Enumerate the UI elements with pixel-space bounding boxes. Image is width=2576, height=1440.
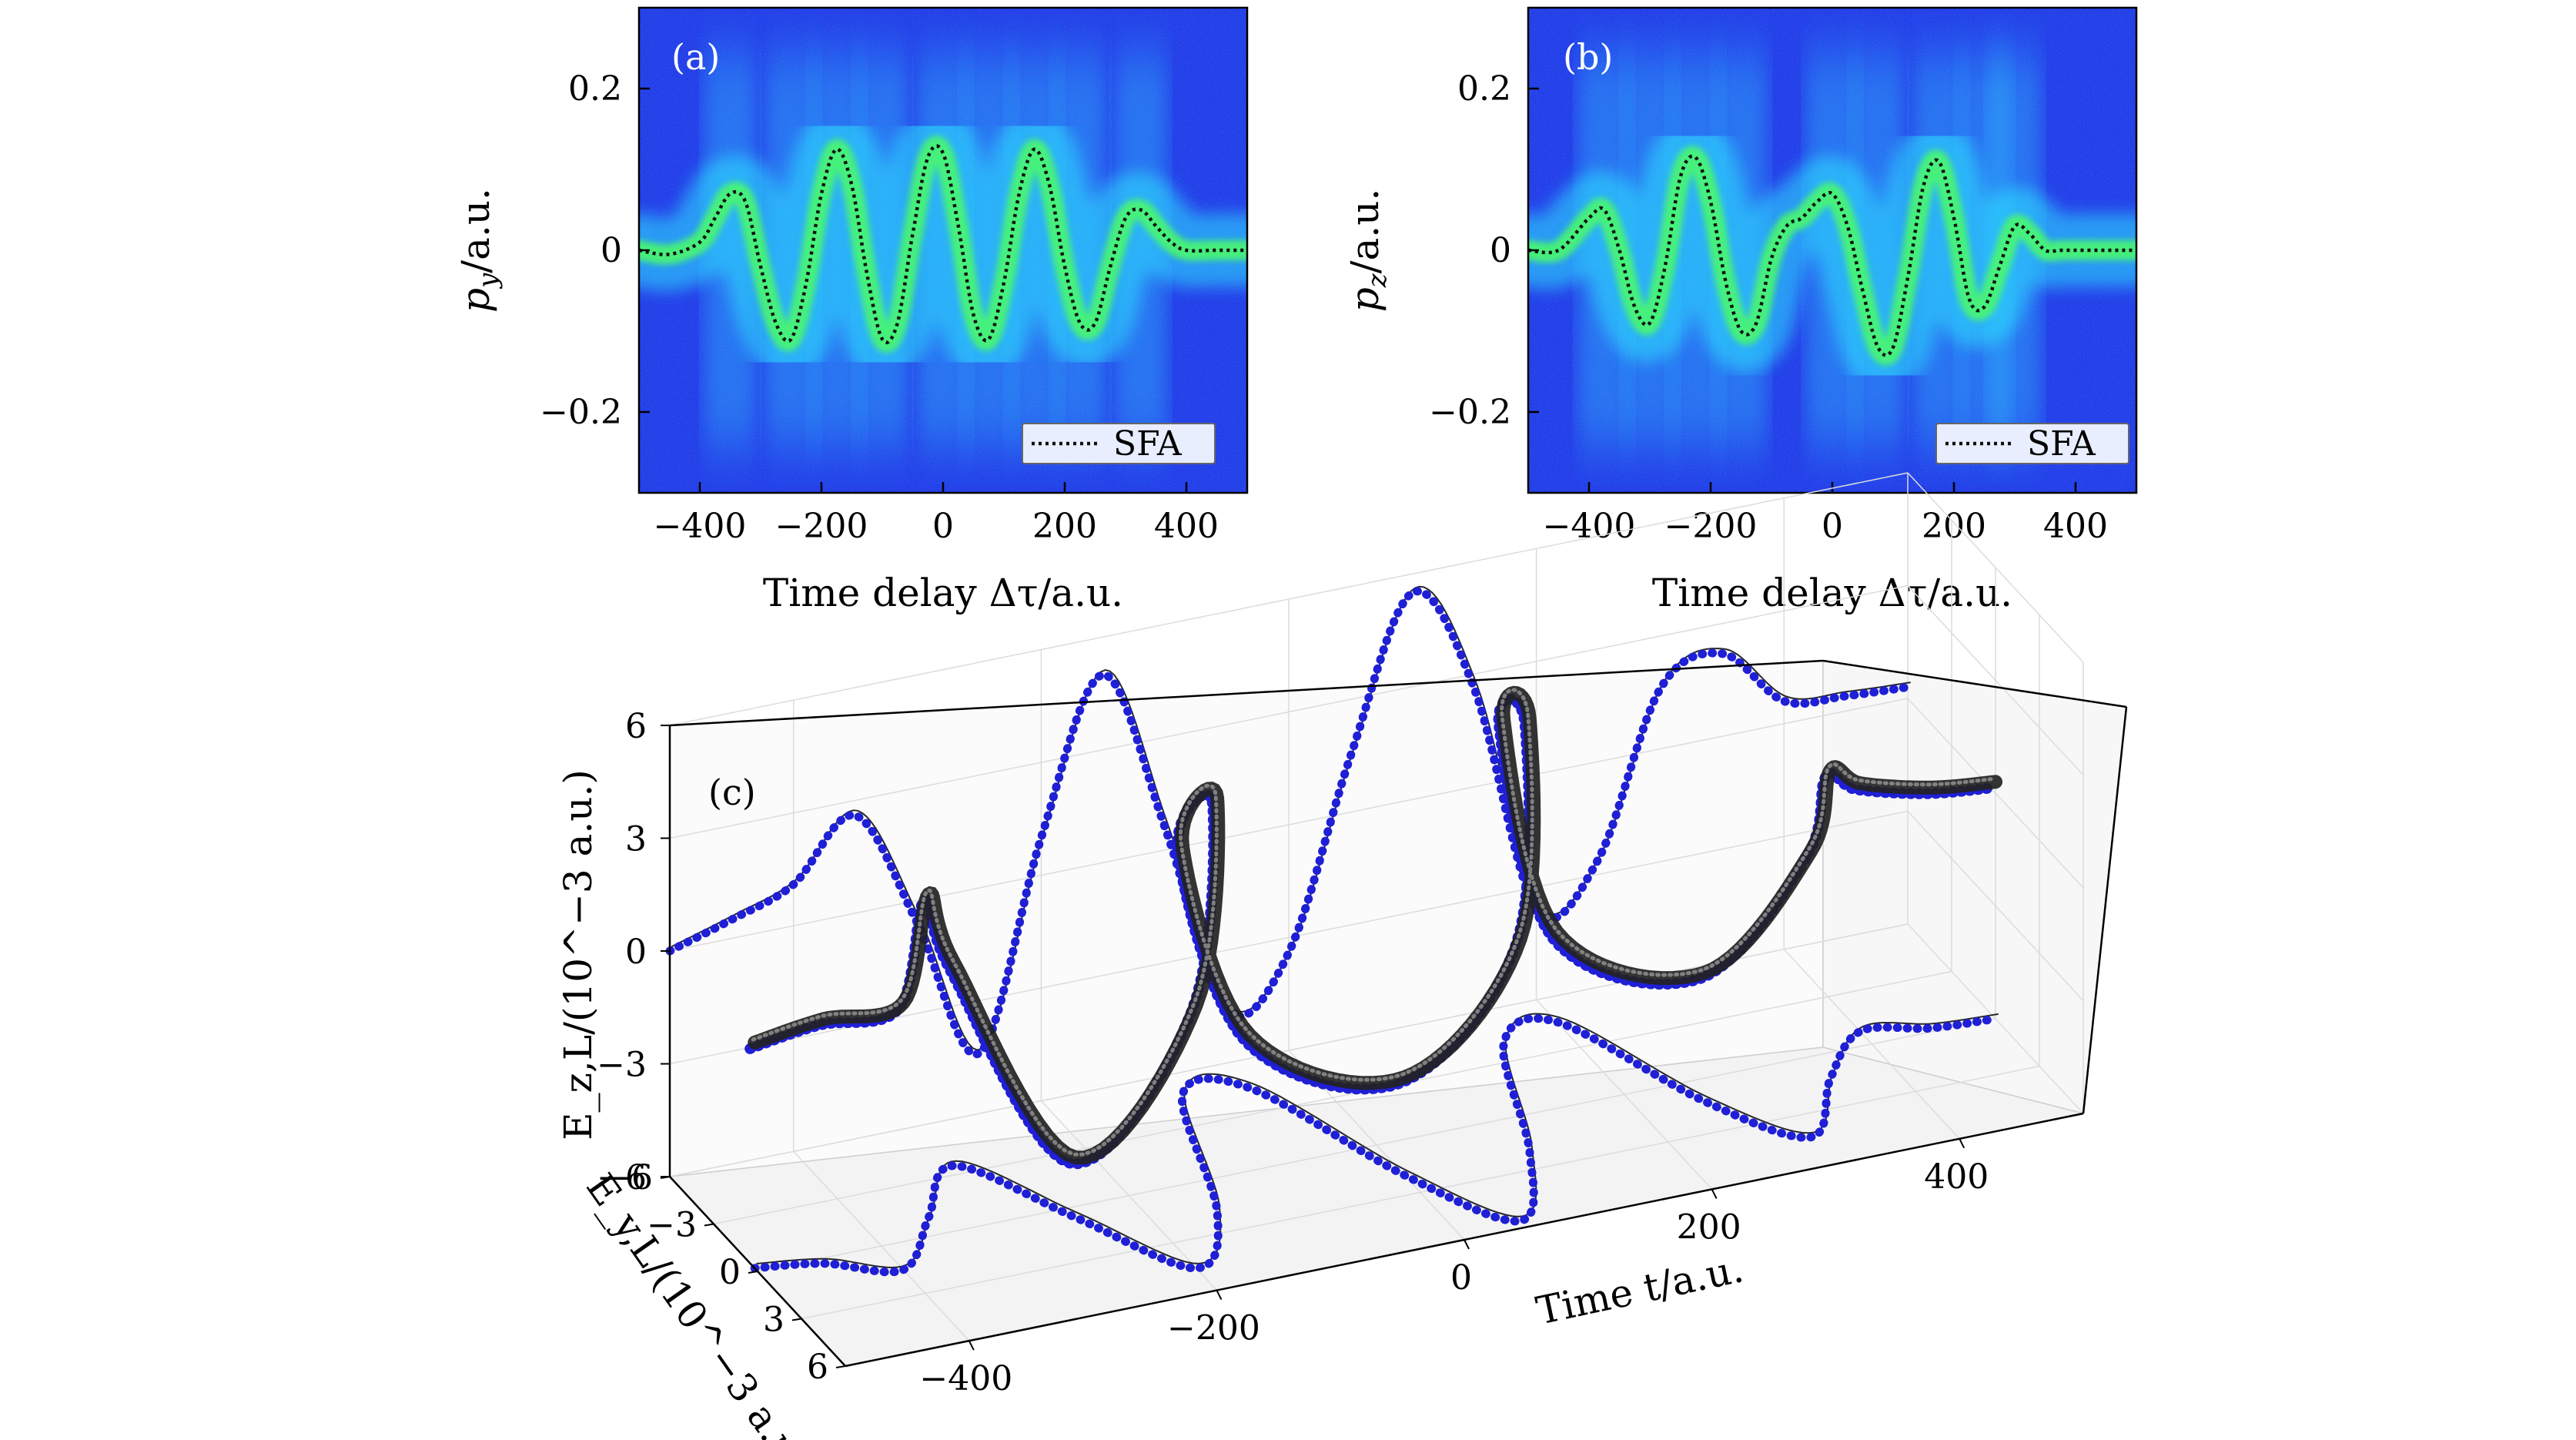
y-axis-label-suffix: /a.u. (1343, 189, 1387, 274)
y-axis-label-suffix: /a.u. (453, 188, 498, 273)
grid-line (669, 584, 1909, 839)
y-tick-label: 3 (763, 1301, 785, 1340)
projection-back-reconstructed (665, 587, 1912, 1060)
grid-line (757, 1018, 1996, 1272)
trajectories-3d (665, 585, 2002, 1277)
x-tick-label: 200 (1032, 507, 1097, 546)
z-axis-label: E_z,L/(10^−3 a.u.) (556, 769, 601, 1140)
y-tick-label: 0.2 (568, 69, 622, 109)
x-tick (968, 1340, 975, 1351)
y-tick-label: −0.2 (540, 393, 622, 432)
x-tick-label: 0 (932, 507, 954, 546)
y-axis-label-sub: y (473, 273, 503, 290)
panel-label: (b) (1563, 36, 1613, 78)
x-tick-label: 400 (2043, 507, 2108, 546)
grid-line (713, 970, 1952, 1225)
panel-label: (a) (671, 36, 720, 78)
y-axis-label: pz/a.u. (1343, 189, 1393, 313)
z-tick-label: 0 (625, 933, 647, 972)
sfa-curve (1528, 154, 2136, 357)
y-tick (791, 1318, 802, 1321)
axis-line (2082, 706, 2128, 1114)
x-tick-label: −400 (919, 1359, 1012, 1398)
x-tick (1464, 1239, 1470, 1250)
grid-line (669, 923, 1909, 1177)
helix-reference-highlight (751, 688, 1996, 1157)
legend-entry-sfa: SFA (2027, 424, 2096, 464)
heatmap-noise (1528, 8, 2136, 493)
axis-line (1822, 659, 2127, 708)
panel-label: (c) (708, 772, 756, 813)
z-tick-label: −3 (597, 1046, 647, 1085)
projection-floor-reconstructed (750, 1013, 2000, 1277)
x-axis-label: Time t/a.u. (1532, 1246, 1747, 1333)
sfa-curve (639, 144, 1247, 345)
y-tick-label: 0 (601, 231, 622, 270)
legend-entry-sfa: SFA (1113, 424, 1183, 464)
x-tick-label: 200 (1922, 507, 1986, 546)
axis-line (669, 659, 1824, 727)
y-tick-label: −3 (647, 1206, 697, 1245)
z-tick-label: 3 (625, 820, 647, 859)
y-tick (748, 1271, 758, 1274)
x-tick-label: 400 (1154, 507, 1219, 546)
legend-box (1022, 423, 1216, 464)
axis-ticks: −400 −200 0 200 400 0.2 0 −0.2 (540, 69, 1219, 546)
y-axis-label-main: p (453, 288, 498, 313)
y-axis-label-main: p (1343, 287, 1387, 312)
x-tick-label: 0 (1822, 507, 1843, 546)
x-tick-label: 400 (1924, 1157, 1989, 1197)
y-tick (704, 1223, 714, 1227)
legend-box (1935, 423, 2129, 464)
y-tick-label: 0 (1490, 231, 1511, 270)
y-tick-label: 0.2 (1457, 69, 1511, 109)
heatmap-noise (639, 8, 1247, 493)
x-tick (1216, 1290, 1223, 1301)
y-axis-label: py/a.u. (453, 188, 503, 313)
y-axis-label-sub: z (1362, 273, 1393, 288)
z-tick-label: 6 (625, 707, 647, 746)
y-tick (660, 1176, 671, 1179)
x-tick-label: −400 (654, 507, 747, 546)
y-tick-label: −6 (603, 1158, 653, 1197)
x-axis-label: Time delay Δτ/a.u. (1652, 571, 2012, 615)
z-tick-label: −6 (597, 1158, 647, 1197)
x-tick-label: 0 (1450, 1258, 1472, 1298)
y-tick-label: 6 (807, 1348, 828, 1387)
x-tick-label: −200 (1167, 1309, 1260, 1348)
panel-a: −400 −200 0 200 400 0.2 0 −0.2 (a) SFA Time del… (453, 6, 1249, 615)
x-axis-label: Time delay Δτ/a.u. (763, 571, 1123, 615)
legend: SFA (1935, 423, 2129, 464)
x-tick-label: 200 (1677, 1207, 1741, 1247)
x-tick (1711, 1188, 1718, 1199)
x-tick (1959, 1138, 1965, 1149)
legend: SFA (1022, 423, 1216, 464)
x-tick-label: −400 (1543, 507, 1636, 546)
grid-line (669, 698, 1909, 952)
side-pane (1822, 660, 2127, 1114)
grid-line (801, 1065, 2040, 1320)
x-tick-label: −200 (775, 507, 868, 546)
x-axis-label-text: Time t/a.u. (1532, 1246, 1747, 1333)
grid-line (669, 472, 1909, 726)
y-tick-label: 0 (719, 1253, 741, 1292)
y-tick (835, 1365, 846, 1368)
y-tick-label: −0.2 (1429, 393, 1511, 432)
